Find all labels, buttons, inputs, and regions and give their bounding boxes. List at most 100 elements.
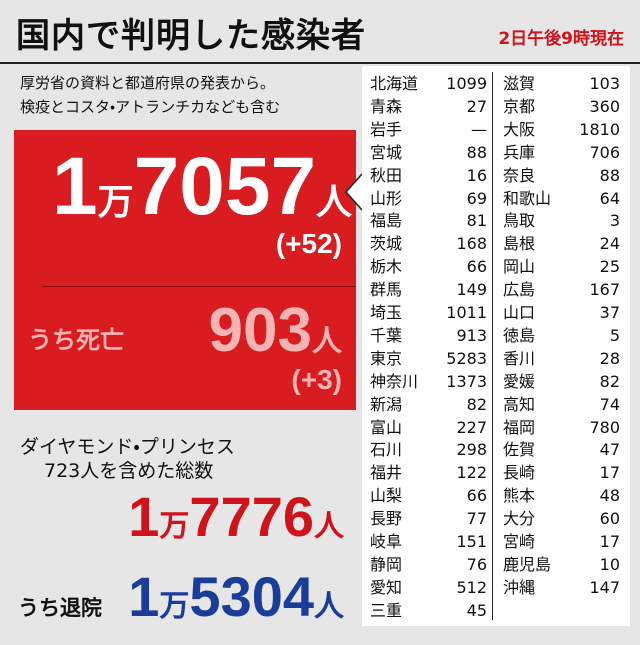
cruise-label: ダイヤモンド・プリンセス xyxy=(20,436,235,458)
prefecture-count: 37 xyxy=(599,303,620,322)
prefecture-count: 17 xyxy=(599,463,620,483)
prefecture-name: 鹿児島 xyxy=(503,554,552,574)
prefecture-count: 45 xyxy=(466,600,487,620)
prefecture-name: 秋田 xyxy=(370,165,403,185)
prefecture-count: 122 xyxy=(456,463,487,483)
prefecture-name: 沖縄 xyxy=(503,577,536,597)
prefecture-count: 5 xyxy=(609,325,620,345)
total-box: 1万7057人 (+52) うち死亡 903人 (+3) xyxy=(14,130,356,410)
prefecture-name: 島根 xyxy=(503,234,536,254)
recovered-total: 1万5304人 xyxy=(128,564,344,645)
prefecture-name: 和歌山 xyxy=(503,188,552,208)
box-divider xyxy=(42,286,356,287)
timestamp: 2日午後9時現在 xyxy=(498,29,624,49)
recovered-unit: 人 xyxy=(314,590,344,623)
prefecture-name: 香川 xyxy=(503,348,536,368)
total-value: 7057 xyxy=(133,141,317,232)
deaths-unit: 人 xyxy=(312,325,342,358)
prefecture-name: 滋賀 xyxy=(503,74,536,93)
prefecture-name: 神奈川 xyxy=(370,371,419,391)
prefecture-count: 82 xyxy=(599,371,620,391)
prefecture-name: 大阪 xyxy=(503,119,536,139)
prefecture-name: 埼玉 xyxy=(370,303,403,322)
cruise-man-digit: 1 xyxy=(128,485,160,548)
prefecture-count: 17 xyxy=(599,532,620,551)
prefecture-count: 167 xyxy=(589,280,620,300)
prefecture-name: 宮崎 xyxy=(503,532,536,551)
prefecture-count: 60 xyxy=(599,509,620,529)
prefecture-name: 東京 xyxy=(370,348,403,368)
prefecture-count: 913 xyxy=(456,325,487,345)
deaths-number: 903人 xyxy=(209,296,342,382)
prefecture-count: — xyxy=(471,119,487,139)
prefecture-name: 福岡 xyxy=(503,417,536,437)
prefecture-name: 山口 xyxy=(503,303,536,322)
prefecture-count: 88 xyxy=(599,165,620,185)
prefecture-count: 77 xyxy=(466,509,487,529)
prefecture-name: 京都 xyxy=(503,96,536,116)
prefecture-count: 360 xyxy=(589,96,620,116)
prefecture-name: 富山 xyxy=(370,417,403,437)
prefecture-count: 298 xyxy=(456,440,487,460)
prefecture-count: 168 xyxy=(456,234,487,254)
cruise-unit: 人 xyxy=(314,510,344,543)
prefecture-name: 三重 xyxy=(370,600,403,620)
prefecture-count: 66 xyxy=(466,486,487,506)
recovered-man-digit: 1 xyxy=(128,565,160,628)
total-man-digit: 1 xyxy=(52,141,98,232)
prefecture-table: 北海道 1099 青森 27 岩手 — 宮城 88 秋田 16 山形 69 福島 81 茨城 168 栃木 66 群… xyxy=(362,66,630,626)
prefecture-name: 広島 xyxy=(503,280,536,300)
cruise-label: 723人を含めた総数 xyxy=(44,460,214,482)
prefecture-count: 706 xyxy=(589,142,620,162)
prefecture-count: 69 xyxy=(466,188,487,208)
prefecture-name: 奈良 xyxy=(503,165,536,185)
prefecture-count: 48 xyxy=(599,486,620,506)
prefecture-count: 1810 xyxy=(579,119,620,139)
cruise-value: 7776 xyxy=(189,485,314,548)
prefecture-count: 66 xyxy=(466,257,487,277)
prefecture-count: 82 xyxy=(466,394,487,414)
deaths-value: 903 xyxy=(208,296,312,365)
recovered-label: うち退院 xyxy=(18,596,102,620)
prefecture-count: 88 xyxy=(466,142,487,162)
prefecture-name: 愛知 xyxy=(370,577,403,597)
prefecture-name: 新潟 xyxy=(370,394,403,414)
prefecture-name: 岡山 xyxy=(503,257,536,277)
header-rule xyxy=(0,62,640,64)
recovered-value: 5304 xyxy=(189,565,314,628)
column-divider xyxy=(492,72,493,620)
prefecture-count: 227 xyxy=(456,417,487,437)
prefecture-name: 徳島 xyxy=(503,325,536,345)
deaths-label: うち死亡 xyxy=(28,326,124,354)
total-man: 万 xyxy=(97,181,134,222)
prefecture-name: 栃木 xyxy=(370,257,403,277)
prefecture-count: 76 xyxy=(466,554,487,574)
prefecture-name: 兵庫 xyxy=(503,142,536,162)
prefecture-count: 5283 xyxy=(446,348,487,368)
prefecture-count: 10 xyxy=(599,554,620,574)
prefecture-name: 岐阜 xyxy=(370,532,403,551)
prefecture-count: 74 xyxy=(599,394,620,414)
prefecture-count: 25 xyxy=(599,257,620,277)
prefecture-count: 1099 xyxy=(446,74,487,93)
prefecture-name: 長崎 xyxy=(503,463,536,483)
prefecture-name: 愛媛 xyxy=(503,371,536,391)
recovered-man: 万 xyxy=(159,590,190,623)
prefecture-name: 岩手 xyxy=(370,119,403,139)
prefecture-name: 福井 xyxy=(370,463,403,483)
total-change: (+52) xyxy=(275,228,342,259)
prefecture-count: 147 xyxy=(589,577,620,597)
prefecture-count: 3 xyxy=(609,211,620,231)
prefecture-name: 熊本 xyxy=(503,486,536,506)
prefecture-name: 北海道 xyxy=(370,74,419,93)
prefecture-count: 16 xyxy=(466,165,487,185)
prefecture-name: 山形 xyxy=(370,188,403,208)
prefecture-count: 64 xyxy=(599,188,620,208)
prefecture-name: 石川 xyxy=(370,440,403,460)
prefecture-name: 山梨 xyxy=(370,486,403,506)
total-unit: 人 xyxy=(316,181,353,222)
prefecture-name: 高知 xyxy=(503,394,536,414)
prefecture-name: 大分 xyxy=(503,509,536,529)
prefecture-count: 28 xyxy=(599,348,620,368)
